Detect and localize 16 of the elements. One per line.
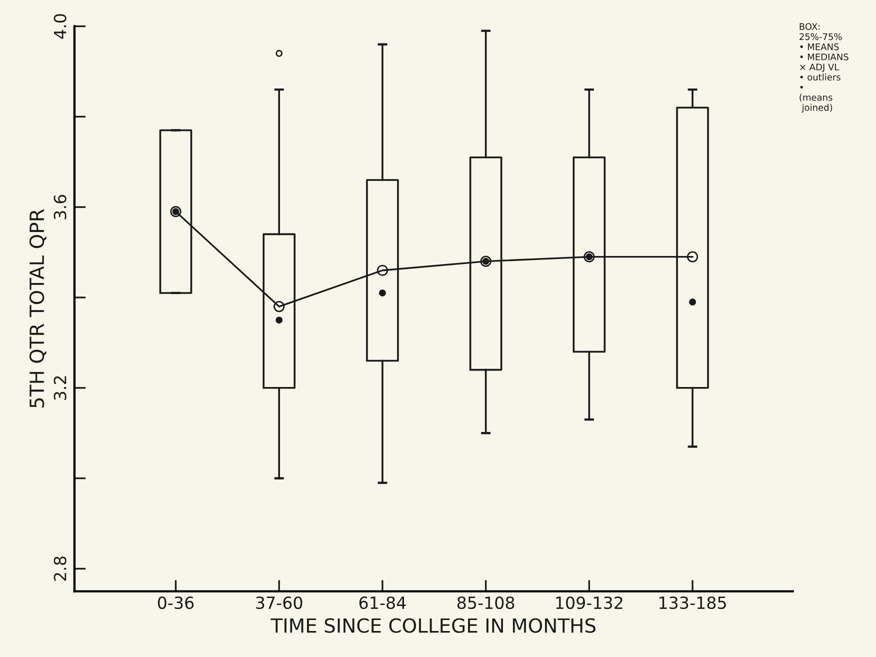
x-tick-label: 85-108: [457, 596, 514, 610]
y-axis-title: 5TH QTR TOTAL QPR: [29, 209, 46, 408]
text: BOX: 25%-75% • MEANS • MEDIANS × ADJ VL • outliers • (means joined): [800, 23, 848, 113]
x-tick-label: 0-36: [158, 596, 194, 610]
point: [376, 264, 388, 276]
x-tick-label: 61-84: [359, 596, 406, 610]
x-tick-label: 37-60: [256, 596, 302, 610]
y-tick-label: 3.6: [54, 194, 66, 220]
y-tick-label: 2.8: [54, 556, 66, 581]
point: [686, 251, 698, 262]
x-axis-title: TIME SINCE COLLEGE IN MONTHS: [270, 618, 596, 633]
x-tick-label: 133-185: [660, 596, 726, 610]
y-tick-label: 3.2: [54, 376, 66, 400]
point: [274, 300, 285, 312]
y-tick-label: 4.0: [54, 14, 66, 39]
x-tick-label: 109-132: [556, 596, 622, 610]
